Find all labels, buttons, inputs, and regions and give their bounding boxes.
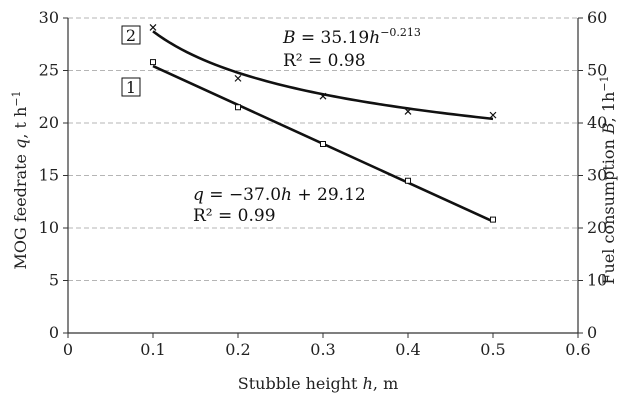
- left-y-axis-label: MOG feedrate q, t h−1: [10, 90, 30, 269]
- right-y-tick-labels: 0 10 20 30 40 50 60: [587, 8, 607, 342]
- right-y-tick-label: 0: [587, 323, 597, 342]
- right-y-tick-label: 50: [587, 61, 607, 80]
- x-tick-label: 0: [63, 340, 73, 359]
- equation-series-2: B = 35.19h−0.213: [282, 26, 421, 48]
- left-y-tick-labels: 0 5 10 15 20 25 30: [39, 8, 59, 342]
- x-tick-label: 0.3: [310, 340, 335, 359]
- equation-series-1: q = −37.0h + 29.12: [193, 185, 366, 205]
- x-tick-label: 0.5: [480, 340, 505, 359]
- r2-series-2: R² = 0.98: [283, 51, 366, 71]
- left-y-tick-label: 30: [39, 8, 59, 27]
- series-1-label-box: 1: [121, 77, 141, 97]
- series-1-point: [320, 141, 326, 147]
- series-1-point: [405, 177, 411, 184]
- svg-text:1: 1: [126, 78, 136, 97]
- series-2-point: [404, 108, 412, 115]
- right-y-tick-label: 60: [587, 8, 607, 27]
- series-1-point: [235, 104, 241, 111]
- series-1-point: [490, 216, 496, 223]
- x-tick-label: 0.4: [395, 340, 420, 359]
- left-y-tick-label: 0: [49, 323, 59, 342]
- x-axis-label: Stubble height h, m: [238, 374, 398, 393]
- svg-text:2: 2: [126, 26, 136, 45]
- series-2-point: [234, 74, 242, 82]
- series-2-fit-curve: [152, 30, 494, 121]
- series-1-point: [150, 59, 156, 66]
- series-2-label-box: 2: [121, 25, 141, 45]
- x-tick-labels: 0 0.1 0.2 0.3 0.4 0.5 0.6: [63, 340, 591, 359]
- left-y-tick-label: 15: [39, 166, 59, 185]
- r2-series-1: R² = 0.99: [193, 206, 276, 226]
- left-y-tick-label: 5: [49, 271, 59, 290]
- x-tick-label: 0.6: [565, 340, 590, 359]
- gridlines: [68, 17, 578, 281]
- left-y-tick-label: 25: [39, 61, 59, 80]
- x-tick-label: 0.2: [225, 340, 250, 359]
- left-y-tick-label: 10: [39, 218, 59, 237]
- right-y-tick-label: 20: [587, 218, 607, 237]
- right-y-tick-label: 10: [587, 271, 607, 290]
- right-y-tick-label: 40: [587, 113, 607, 132]
- right-y-axis-label: Fuel consumption B, 1h−1: [598, 75, 618, 284]
- series-2-point: [319, 92, 327, 100]
- series-2-point: [149, 24, 157, 31]
- right-y-tick-label: 30: [587, 166, 607, 185]
- axes: [63, 17, 583, 338]
- data-points: [149, 24, 497, 223]
- series-2-point: [489, 111, 497, 119]
- left-y-tick-label: 20: [39, 113, 59, 132]
- x-tick-label: 0.1: [140, 340, 165, 359]
